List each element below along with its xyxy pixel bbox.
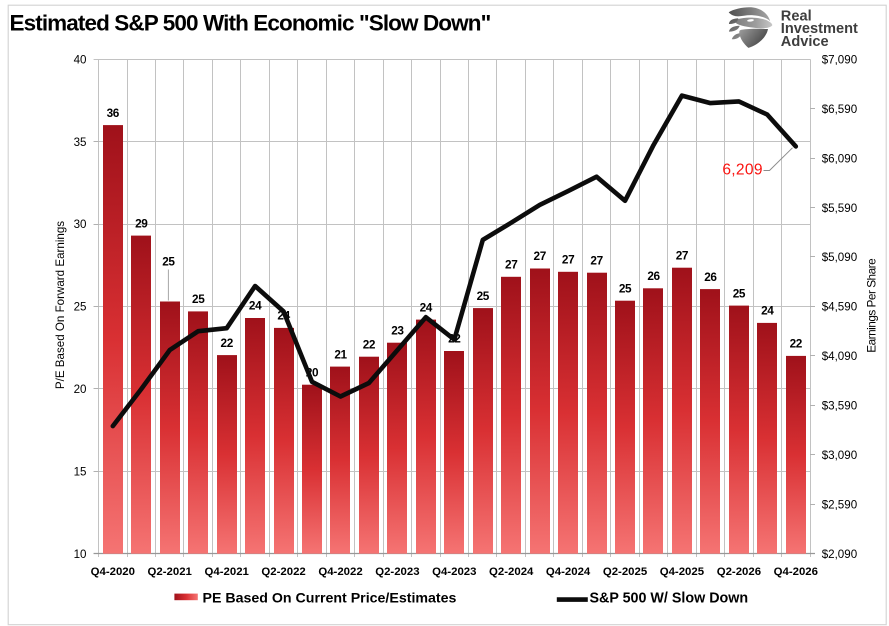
- svg-text:24: 24: [249, 299, 262, 313]
- svg-text:30: 30: [74, 218, 87, 231]
- svg-text:40: 40: [74, 53, 87, 66]
- svg-text:Q2-2024: Q2-2024: [489, 566, 534, 578]
- svg-text:25: 25: [192, 292, 205, 306]
- svg-text:$3,590: $3,590: [822, 400, 857, 413]
- svg-text:25: 25: [74, 301, 87, 314]
- svg-text:29: 29: [135, 216, 148, 230]
- svg-text:Real: Real: [781, 8, 812, 24]
- svg-text:$4,090: $4,090: [822, 350, 857, 363]
- svg-text:27: 27: [590, 253, 603, 267]
- svg-text:26: 26: [647, 269, 660, 283]
- svg-text:27: 27: [534, 249, 547, 263]
- svg-text:27: 27: [676, 248, 689, 262]
- svg-text:26: 26: [704, 270, 717, 284]
- svg-text:$7,090: $7,090: [822, 53, 857, 66]
- svg-text:22: 22: [363, 337, 376, 351]
- svg-text:$6,090: $6,090: [822, 152, 857, 165]
- svg-text:Q4-2025: Q4-2025: [660, 566, 705, 578]
- svg-text:Investment: Investment: [781, 21, 858, 37]
- svg-text:Q2-2026: Q2-2026: [717, 566, 761, 578]
- svg-text:25: 25: [733, 286, 746, 300]
- svg-text:22: 22: [790, 337, 803, 351]
- svg-text:$6,590: $6,590: [822, 103, 857, 116]
- svg-text:Q2-2022: Q2-2022: [261, 566, 305, 578]
- svg-text:15: 15: [74, 466, 87, 479]
- svg-text:$4,590: $4,590: [822, 301, 857, 314]
- svg-text:24: 24: [761, 304, 774, 318]
- svg-text:Q4-2024: Q4-2024: [546, 566, 591, 578]
- svg-text:S&P 500 W/ Slow Down: S&P 500 W/ Slow Down: [590, 590, 749, 606]
- svg-text:6,209: 6,209: [722, 162, 763, 179]
- svg-text:21: 21: [334, 347, 347, 361]
- svg-text:$5,090: $5,090: [822, 251, 857, 264]
- svg-text:Earnings Per Share: Earnings Per Share: [865, 258, 879, 353]
- svg-text:25: 25: [619, 281, 632, 295]
- svg-text:Q4-2023: Q4-2023: [432, 566, 476, 578]
- svg-text:24: 24: [420, 300, 433, 314]
- svg-text:10: 10: [74, 548, 87, 561]
- svg-text:$5,590: $5,590: [822, 202, 857, 215]
- svg-text:Q4-2022: Q4-2022: [318, 566, 362, 578]
- svg-text:$2,090: $2,090: [822, 548, 857, 561]
- svg-text:36: 36: [107, 106, 120, 120]
- svg-text:Q2-2021: Q2-2021: [148, 566, 193, 578]
- svg-text:Estimated S&P 500 With Economi: Estimated S&P 500 With Economic "Slow Do…: [10, 10, 491, 35]
- svg-text:$3,090: $3,090: [822, 449, 857, 462]
- svg-text:Q2-2025: Q2-2025: [603, 566, 648, 578]
- svg-text:27: 27: [562, 253, 575, 267]
- svg-text:Q4-2021: Q4-2021: [205, 566, 250, 578]
- svg-text:PE Based On Current Price/Esti: PE Based On Current Price/Estimates: [203, 590, 457, 606]
- svg-text:23: 23: [391, 323, 404, 337]
- svg-text:27: 27: [505, 258, 518, 272]
- svg-text:22: 22: [221, 336, 234, 350]
- svg-text:P/E Based On Forward Earnings: P/E Based On Forward Earnings: [54, 221, 67, 389]
- svg-text:25: 25: [477, 289, 490, 303]
- svg-text:25: 25: [162, 254, 175, 268]
- svg-text:Advice: Advice: [781, 34, 829, 50]
- svg-text:35: 35: [74, 136, 87, 149]
- svg-text:Q4-2020: Q4-2020: [91, 566, 135, 578]
- svg-text:20: 20: [74, 383, 87, 396]
- svg-text:$2,590: $2,590: [822, 499, 857, 512]
- svg-text:Q4-2026: Q4-2026: [774, 566, 818, 578]
- svg-text:Q2-2023: Q2-2023: [375, 566, 419, 578]
